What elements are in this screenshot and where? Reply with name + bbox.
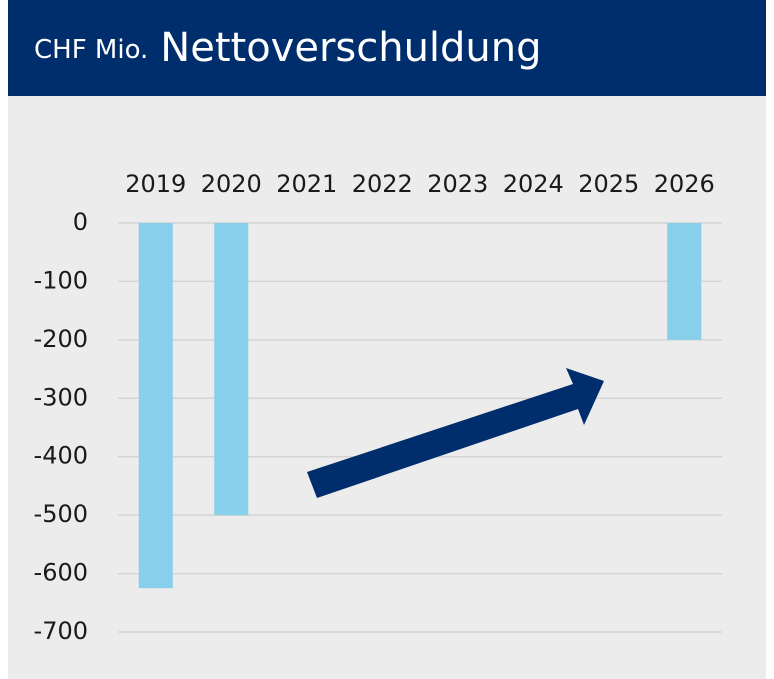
trend-arrow	[307, 368, 604, 498]
chart-title: Nettoverschuldung	[160, 25, 541, 71]
x-tick-label: 2019	[125, 170, 186, 198]
bar	[667, 223, 702, 340]
plot-background	[8, 96, 766, 679]
chart-header: CHF Mio. Nettoverschuldung	[34, 25, 542, 71]
y-tick-label: -200	[34, 325, 88, 353]
x-tick-label: 2026	[654, 170, 715, 198]
y-tick-label: -600	[34, 559, 88, 587]
header	[8, 0, 766, 96]
x-tick-label: 2020	[201, 170, 262, 198]
x-tick-label: 2023	[427, 170, 488, 198]
x-tick-label: 2021	[276, 170, 337, 198]
unit-label: CHF Mio.	[34, 35, 148, 65]
y-tick-label: -500	[34, 500, 88, 528]
y-tick-label: 0	[73, 208, 88, 236]
x-tick-label: 2025	[578, 170, 639, 198]
y-tick-label: -400	[34, 442, 88, 470]
y-tick-label: -100	[34, 266, 88, 294]
x-tick-label: 2022	[352, 170, 413, 198]
bar	[214, 223, 249, 516]
bar	[138, 223, 173, 589]
y-tick-label: -300	[34, 383, 88, 411]
x-tick-label: 2024	[503, 170, 564, 198]
y-tick-label: -700	[34, 617, 88, 645]
plot: 0 -100 -200 -300 -400 -500 -600 -700 2019 2020 202…	[34, 170, 722, 645]
